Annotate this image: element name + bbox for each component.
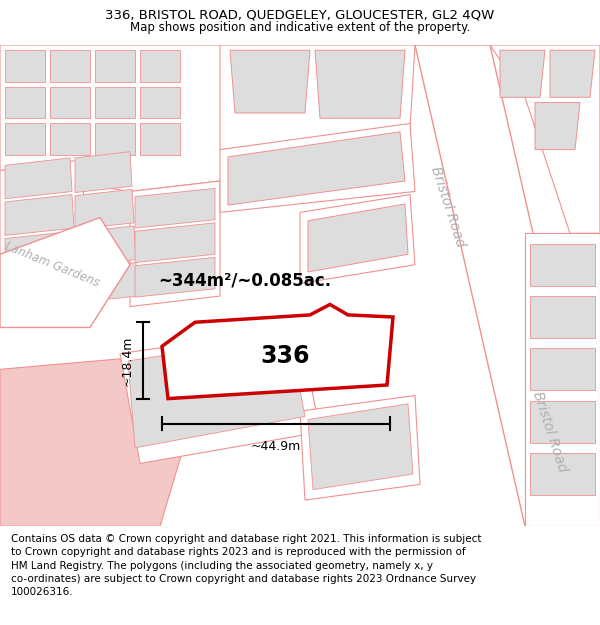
Polygon shape: [75, 152, 132, 192]
Polygon shape: [0, 45, 250, 191]
Text: Map shows position and indicative extent of the property.: Map shows position and indicative extent…: [130, 21, 470, 34]
Polygon shape: [228, 132, 405, 205]
Polygon shape: [530, 244, 595, 286]
Text: 336: 336: [260, 344, 310, 367]
Polygon shape: [315, 50, 405, 118]
Polygon shape: [230, 50, 310, 113]
Polygon shape: [5, 87, 45, 118]
Polygon shape: [490, 45, 600, 233]
Polygon shape: [5, 50, 45, 82]
Text: ~44.9m: ~44.9m: [251, 441, 301, 454]
Polygon shape: [550, 50, 595, 98]
Polygon shape: [135, 258, 215, 297]
Polygon shape: [415, 45, 600, 526]
Polygon shape: [500, 50, 545, 98]
Polygon shape: [530, 296, 595, 338]
Polygon shape: [162, 304, 393, 399]
Polygon shape: [75, 262, 138, 302]
Polygon shape: [75, 226, 136, 266]
Polygon shape: [50, 124, 90, 155]
Text: ~344m²/~0.085ac.: ~344m²/~0.085ac.: [158, 271, 332, 289]
Polygon shape: [120, 328, 320, 464]
Polygon shape: [135, 188, 215, 228]
Text: Bristol Road: Bristol Road: [428, 165, 467, 249]
Text: Contains OS data © Crown copyright and database right 2021. This information is : Contains OS data © Crown copyright and d…: [11, 534, 481, 597]
Text: ~18.4m: ~18.4m: [121, 335, 133, 386]
Text: 336, BRISTOL ROAD, QUEDGELEY, GLOUCESTER, GL2 4QW: 336, BRISTOL ROAD, QUEDGELEY, GLOUCESTER…: [106, 9, 494, 22]
Polygon shape: [220, 124, 415, 212]
Polygon shape: [130, 181, 220, 306]
Polygon shape: [95, 50, 135, 82]
Text: Bristol Road: Bristol Road: [530, 390, 569, 474]
Polygon shape: [530, 453, 595, 495]
Polygon shape: [0, 217, 130, 328]
Polygon shape: [0, 359, 185, 526]
Polygon shape: [50, 87, 90, 118]
Polygon shape: [140, 50, 180, 82]
Polygon shape: [0, 160, 90, 254]
Polygon shape: [525, 233, 600, 526]
Text: Lanham Gardens: Lanham Gardens: [3, 240, 101, 289]
Polygon shape: [5, 194, 74, 236]
Polygon shape: [530, 401, 595, 442]
Polygon shape: [308, 404, 413, 489]
Polygon shape: [135, 223, 215, 262]
Polygon shape: [220, 45, 415, 160]
Polygon shape: [50, 50, 90, 82]
Polygon shape: [128, 336, 305, 447]
Polygon shape: [300, 396, 420, 500]
Polygon shape: [308, 204, 408, 272]
Polygon shape: [535, 102, 580, 149]
Polygon shape: [95, 124, 135, 155]
Polygon shape: [530, 348, 595, 390]
Polygon shape: [5, 124, 45, 155]
Polygon shape: [75, 189, 134, 229]
Polygon shape: [95, 87, 135, 118]
Polygon shape: [300, 194, 415, 284]
Polygon shape: [5, 231, 76, 272]
Polygon shape: [140, 124, 180, 155]
Polygon shape: [5, 158, 72, 199]
Polygon shape: [140, 87, 180, 118]
